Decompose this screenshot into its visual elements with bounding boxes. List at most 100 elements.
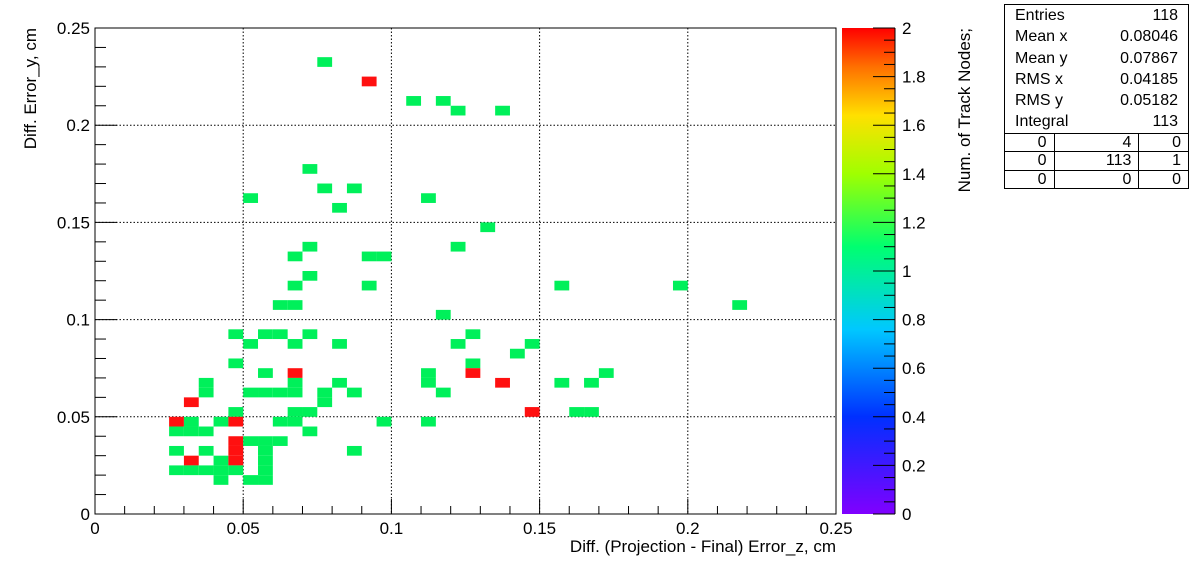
heatmap-cell [228,445,244,456]
heatmap-cell [287,300,303,310]
heatmap-cell [450,241,466,252]
x-tick-label: 0.2 [676,519,700,538]
y-tick-label: 0.25 [57,19,90,38]
x-tick-label: 0.05 [227,519,260,538]
heatmap-cell [213,475,229,485]
z-tick-label: 0.6 [902,359,926,378]
z-tick-label: 0 [902,505,911,524]
stats-value: 0.08046 [1120,28,1178,46]
heatmap-cell [272,300,288,310]
heatmap-cell [258,368,273,378]
x-tick-label: 0.25 [819,519,852,538]
heatmap-cell [302,426,318,437]
stats-cell: 0 [1005,132,1055,153]
heatmap-cell [272,387,288,398]
stats-value: 113 [1152,113,1178,131]
heatmap-cell [346,387,362,398]
heatmap-cell [243,193,259,203]
heatmap-cell [228,455,244,466]
heatmap-cell [302,407,318,417]
heatmap-cell [732,300,748,310]
heatmap-cell [272,329,288,340]
heatmap-cell [228,329,244,340]
heatmap-cell [317,57,333,67]
stats-row: RMS y 0.05182 [1005,90,1188,111]
heatmap-cell [198,465,214,476]
heatmap-cell [361,76,377,87]
heatmap-cell [480,222,496,233]
stats-cell: 0 [1138,132,1188,153]
heatmap-cell [258,445,273,456]
heatmap-cell [272,436,288,446]
z-tick-label: 0.8 [902,311,926,330]
x-tick-label: 0.15 [523,519,556,538]
stats-cell: 0 [1005,169,1055,189]
heatmap-cell [228,436,244,446]
y-tick-label: 0.05 [57,408,90,427]
stats-cell: 113 [1053,151,1140,171]
heatmap-cell [435,387,451,398]
stats-row: Entries 118 [1005,5,1188,26]
heatmap-cell [272,416,288,427]
heatmap-cell [332,377,347,388]
heatmap-cell [183,416,199,427]
stats-row: Mean x 0.08046 [1005,26,1188,47]
heatmap-cell [213,416,229,427]
heatmap-cell [450,105,466,116]
z-axis-label: Num. of Track Nodes; [955,28,974,192]
heatmap-cell [450,339,466,349]
heatmap-cell [287,387,303,398]
heatmap-cell [243,436,259,446]
heatmap-cell [317,387,333,398]
heatmap-cell [376,416,392,427]
heatmap-cell [213,455,229,466]
heatmap-cell [302,164,318,174]
heatmap-cell [421,193,436,203]
heatmap-cell [169,465,184,476]
heatmap-cell [317,397,333,408]
z-tick-label: 1.8 [902,68,926,87]
heatmap-cell [584,407,599,417]
heatmap-cell [554,280,570,291]
heatmap-cell [495,377,510,388]
heatmap-cell [228,407,244,417]
stats-cell: 0 [1053,169,1140,189]
heatmap-cell [421,416,436,427]
heatmap-cell [346,183,362,194]
heatmap-cell [584,377,599,388]
heatmap-cell [302,329,318,340]
heatmap-cell [243,339,259,349]
heatmap-cell [465,358,481,369]
heatmap-cell [435,309,451,320]
stats-label: Mean x [1015,28,1068,46]
heatmap-cell [361,251,377,262]
heatmap-cell [332,339,347,349]
stats-grid: 0 4 0 0 113 1 0 0 0 [1005,132,1188,189]
y-tick-label: 0.2 [66,116,90,135]
heatmap-cell [376,251,392,262]
heatmap-cell [258,455,273,466]
y-axis-label: Diff. Error_y, cm [21,28,40,149]
heatmap-cell [332,202,347,213]
heatmap-cell [287,368,303,378]
heatmap-cell [198,445,214,456]
stats-box: Entries 118 Mean x 0.08046 Mean y 0.0786… [1004,4,1189,190]
heatmap-cell [287,339,303,349]
z-tick-label: 2 [902,19,911,38]
heatmap-cell [198,426,214,437]
heatmap-cell [287,377,303,388]
heatmap-cell [183,465,199,476]
z-tick-label: 1.6 [902,116,926,135]
heatmap-cell [287,251,303,262]
heatmap-cell [287,416,303,427]
heatmap-cell [243,387,259,398]
stats-label: Mean y [1015,49,1068,67]
z-tick-label: 0.4 [902,408,926,427]
stats-row: RMS x 0.04185 [1005,69,1188,90]
heatmap-cell [598,368,614,378]
stats-value: 0.04185 [1120,70,1178,88]
heatmap-cell [317,183,333,194]
heatmap-cell [465,329,481,340]
heatmap-cell [243,475,259,485]
